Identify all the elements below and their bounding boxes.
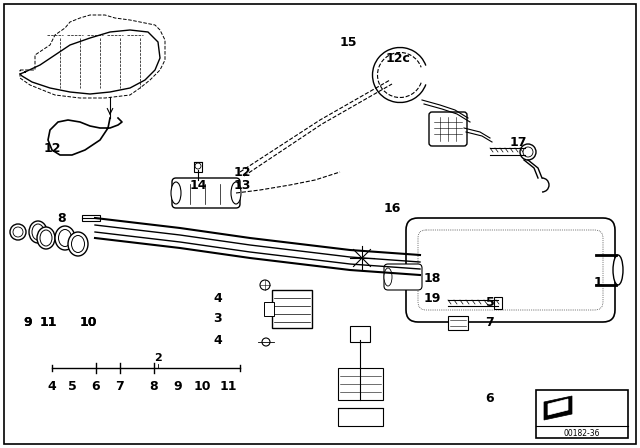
Text: 15: 15 <box>339 35 356 48</box>
Bar <box>338 368 383 400</box>
Text: 6: 6 <box>92 379 100 392</box>
Text: 5: 5 <box>486 296 494 309</box>
Circle shape <box>520 144 536 160</box>
Text: 18: 18 <box>423 271 441 284</box>
Ellipse shape <box>29 221 47 243</box>
Ellipse shape <box>40 230 52 246</box>
Circle shape <box>195 163 201 169</box>
Text: 10: 10 <box>193 379 211 392</box>
Text: 12: 12 <box>233 165 251 178</box>
FancyBboxPatch shape <box>418 230 603 310</box>
Text: 7: 7 <box>486 315 494 328</box>
Text: 9: 9 <box>173 379 182 392</box>
Text: 12: 12 <box>44 142 61 155</box>
Circle shape <box>262 338 270 346</box>
Text: 12c: 12c <box>385 52 410 65</box>
Ellipse shape <box>613 255 623 285</box>
Text: 5: 5 <box>68 379 76 392</box>
Text: 11: 11 <box>220 379 237 392</box>
Text: 9: 9 <box>24 315 32 328</box>
Text: 13: 13 <box>234 178 251 191</box>
Bar <box>338 408 383 426</box>
Polygon shape <box>548 399 568 415</box>
Circle shape <box>260 280 270 290</box>
Text: 00182-36: 00182-36 <box>564 428 600 438</box>
Text: 7: 7 <box>116 379 124 392</box>
FancyBboxPatch shape <box>406 218 615 322</box>
Bar <box>264 302 274 316</box>
Text: 1: 1 <box>594 276 602 289</box>
Text: 11: 11 <box>39 315 57 328</box>
Text: 17: 17 <box>509 135 527 148</box>
Text: 4: 4 <box>214 333 222 346</box>
Ellipse shape <box>55 226 75 250</box>
Text: 11: 11 <box>39 315 57 328</box>
Text: 4: 4 <box>214 292 222 305</box>
Polygon shape <box>544 396 572 420</box>
Bar <box>494 297 502 309</box>
Ellipse shape <box>68 232 88 256</box>
Text: 16: 16 <box>383 202 401 215</box>
Text: 3: 3 <box>214 311 222 324</box>
Circle shape <box>523 147 533 157</box>
Text: 8: 8 <box>58 211 67 224</box>
Text: 10: 10 <box>79 315 97 328</box>
Ellipse shape <box>72 236 84 253</box>
FancyBboxPatch shape <box>429 112 467 146</box>
Text: 4: 4 <box>47 379 56 392</box>
Text: 14: 14 <box>189 178 207 191</box>
Text: 9: 9 <box>24 315 32 328</box>
FancyBboxPatch shape <box>384 264 422 290</box>
Text: 8: 8 <box>150 379 158 392</box>
Text: 6: 6 <box>486 392 494 405</box>
Ellipse shape <box>171 182 181 204</box>
Text: 2: 2 <box>154 353 162 363</box>
Text: 10: 10 <box>79 315 97 328</box>
Bar <box>82 215 100 221</box>
Ellipse shape <box>58 229 72 246</box>
Text: 19: 19 <box>423 292 441 305</box>
Ellipse shape <box>37 227 55 249</box>
Bar <box>350 326 370 342</box>
Bar <box>194 162 202 172</box>
Circle shape <box>13 227 23 237</box>
Ellipse shape <box>231 182 241 204</box>
Bar <box>448 316 468 330</box>
Circle shape <box>10 224 26 240</box>
Ellipse shape <box>384 268 392 286</box>
Ellipse shape <box>32 224 44 240</box>
FancyBboxPatch shape <box>272 290 312 328</box>
FancyBboxPatch shape <box>172 178 240 208</box>
Bar <box>536 390 628 438</box>
